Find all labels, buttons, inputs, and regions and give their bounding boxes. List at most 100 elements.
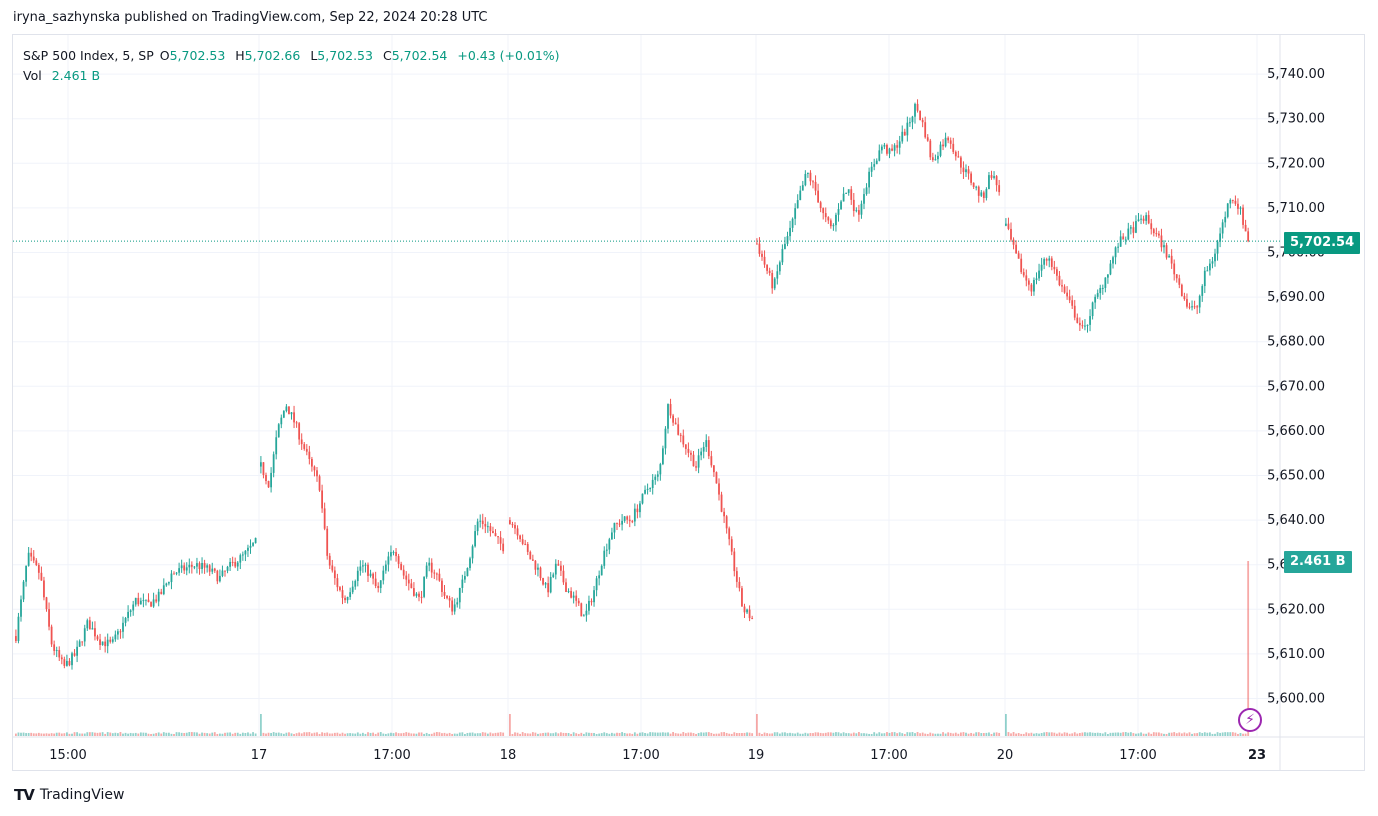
x-tick-label: 15:00 bbox=[49, 748, 86, 763]
candle-body bbox=[152, 599, 155, 607]
candle-body bbox=[534, 560, 537, 570]
candle-body bbox=[109, 639, 112, 642]
symbol-label[interactable]: S&P 500 Index, 5, SP bbox=[23, 48, 154, 63]
candle-body bbox=[901, 131, 904, 142]
volume-bar bbox=[267, 732, 270, 736]
volume-bar bbox=[124, 732, 127, 736]
volume-bar bbox=[188, 732, 191, 736]
volume-bar bbox=[407, 732, 410, 736]
footer-brand[interactable]: TV TradingView bbox=[14, 786, 124, 804]
volume-bar bbox=[1183, 732, 1186, 736]
volume-bar bbox=[1007, 732, 1010, 736]
volume-bar bbox=[458, 732, 461, 736]
candle-body bbox=[1038, 270, 1040, 279]
candle-body bbox=[654, 476, 657, 480]
change-value: +0.43 (+0.01%) bbox=[457, 48, 560, 63]
volume-bar bbox=[254, 733, 257, 736]
volume-bar bbox=[1209, 732, 1211, 736]
volume-bar bbox=[1084, 732, 1086, 736]
volume-bar bbox=[646, 733, 649, 736]
candle-body bbox=[926, 137, 929, 141]
candle-body bbox=[339, 587, 341, 591]
candle-body bbox=[208, 565, 211, 572]
candle-body bbox=[1015, 244, 1017, 254]
volume-bar bbox=[562, 732, 565, 736]
volume-bar bbox=[372, 732, 374, 736]
x-tick-label: 19 bbox=[748, 748, 765, 763]
candle-body bbox=[970, 173, 972, 183]
volume-bar bbox=[101, 732, 104, 736]
candle-body bbox=[308, 451, 311, 459]
volume-bar bbox=[377, 732, 380, 736]
candle-body bbox=[656, 474, 659, 477]
volume-bar bbox=[773, 732, 776, 736]
volume-bar bbox=[430, 733, 433, 736]
candle-body bbox=[718, 483, 720, 495]
volume-bar bbox=[25, 733, 27, 736]
candle-body bbox=[1247, 231, 1250, 242]
volume-bar bbox=[1050, 732, 1053, 736]
close-label: C bbox=[382, 48, 392, 63]
volume-bar bbox=[134, 732, 137, 736]
candle-body bbox=[1073, 305, 1076, 318]
volume-bar bbox=[379, 732, 382, 736]
volume-bar bbox=[684, 733, 687, 736]
volume-bar bbox=[1206, 732, 1209, 736]
volume-bar bbox=[921, 732, 924, 736]
volume-bar bbox=[789, 732, 791, 736]
candle-body bbox=[600, 565, 603, 576]
volume-bar bbox=[341, 732, 344, 736]
candle-body bbox=[778, 262, 781, 272]
candle-body bbox=[888, 148, 891, 154]
candle-body bbox=[260, 462, 262, 467]
candle-body bbox=[175, 572, 178, 574]
volume-bar bbox=[446, 733, 448, 736]
candle-body bbox=[438, 573, 441, 581]
volume-bar bbox=[954, 732, 957, 736]
candle-body bbox=[626, 516, 629, 520]
volume-bar bbox=[275, 732, 278, 736]
candle-body bbox=[746, 609, 748, 613]
candle-body bbox=[288, 406, 290, 415]
candle-body bbox=[692, 454, 695, 467]
volume-bar bbox=[960, 732, 962, 736]
volume-bar bbox=[479, 733, 482, 736]
candle-body bbox=[611, 532, 613, 540]
candle-body bbox=[937, 155, 939, 160]
candle-body bbox=[423, 576, 425, 597]
volume-bar bbox=[1078, 732, 1081, 736]
volume-bar bbox=[298, 732, 301, 736]
candle-body bbox=[590, 600, 593, 603]
volume-bar bbox=[600, 733, 603, 736]
candle-body bbox=[957, 156, 960, 158]
candle-body bbox=[1158, 233, 1160, 236]
volume-bar bbox=[395, 732, 397, 736]
volume-bar bbox=[616, 732, 618, 736]
volume-bar bbox=[1010, 733, 1012, 736]
tradingview-logo-icon: TV bbox=[14, 786, 35, 804]
candle-body bbox=[1242, 207, 1244, 225]
candle-body bbox=[160, 591, 163, 595]
volume-bar bbox=[618, 732, 621, 736]
candle-body bbox=[939, 144, 942, 156]
candle-body bbox=[690, 452, 692, 455]
volume-bar bbox=[1186, 733, 1188, 736]
volume-bar bbox=[837, 732, 840, 736]
volume-bar bbox=[593, 732, 595, 736]
volume-bar bbox=[58, 732, 61, 736]
candle-body bbox=[570, 591, 572, 598]
volume-bar bbox=[952, 733, 955, 736]
lightning-icon[interactable]: ⚡ bbox=[1238, 708, 1262, 732]
candle-body bbox=[364, 564, 367, 566]
low-label: L bbox=[310, 48, 318, 63]
volume-bar bbox=[937, 733, 939, 736]
candle-body bbox=[771, 272, 774, 289]
volume-bar bbox=[229, 732, 231, 736]
volume-label[interactable]: Vol bbox=[23, 68, 42, 83]
candle-body bbox=[784, 243, 786, 249]
candle-body bbox=[346, 597, 349, 601]
volume-bar bbox=[359, 733, 362, 736]
candle-body bbox=[448, 598, 451, 601]
volume-bar bbox=[293, 733, 295, 736]
